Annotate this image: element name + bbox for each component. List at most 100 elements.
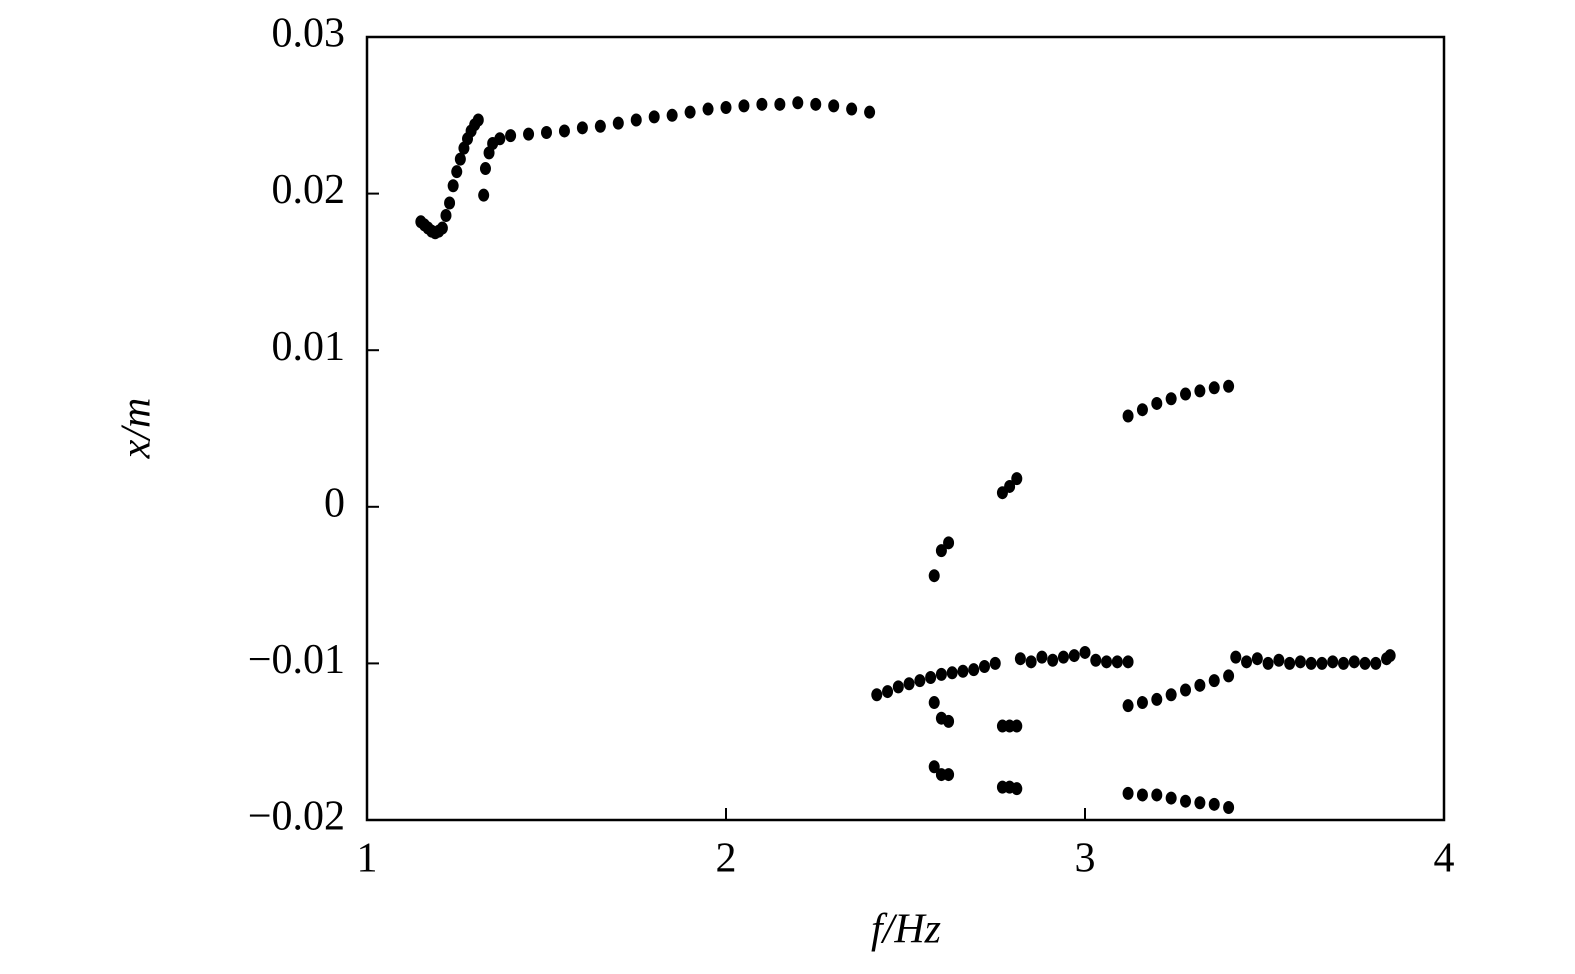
- data-point: [1359, 656, 1371, 670]
- data-point: [1090, 653, 1102, 667]
- data-point: [892, 680, 904, 694]
- data-point: [1122, 786, 1134, 800]
- data-point: [1151, 788, 1163, 802]
- data-point: [792, 96, 804, 110]
- x-tick-label: 1: [357, 836, 378, 882]
- data-point: [1294, 655, 1306, 669]
- y-axis-label: x/m: [114, 398, 160, 460]
- y-tick-label: −0.01: [248, 637, 345, 683]
- data-point: [943, 536, 955, 550]
- x-tick-label: 3: [1075, 836, 1096, 882]
- data-point: [451, 165, 463, 179]
- data-point: [1136, 788, 1148, 802]
- data-point: [1047, 653, 1059, 667]
- data-point: [1370, 656, 1382, 670]
- data-point: [1316, 656, 1328, 670]
- data-point: [1151, 692, 1163, 706]
- plot-frame: [365, 35, 1446, 822]
- data-point: [1194, 678, 1206, 692]
- data-point: [968, 663, 980, 677]
- data-point: [864, 105, 876, 119]
- data-point: [1011, 472, 1023, 486]
- data-point: [541, 126, 552, 140]
- data-point: [1014, 652, 1026, 666]
- data-point: [928, 760, 940, 774]
- data-point: [1079, 645, 1091, 659]
- data-point: [925, 670, 937, 684]
- data-point: [882, 685, 894, 699]
- data-point: [1004, 479, 1016, 493]
- data-point: [946, 666, 958, 680]
- data-point: [648, 110, 660, 124]
- data-point: [1337, 656, 1349, 670]
- data-point: [594, 119, 606, 133]
- y-tick-label: 0.02: [272, 167, 346, 213]
- data-point: [756, 97, 768, 111]
- data-point: [702, 102, 714, 116]
- data-point: [1262, 656, 1274, 670]
- data-point: [523, 127, 535, 141]
- data-point: [943, 768, 955, 782]
- data-point: [871, 688, 883, 702]
- data-point: [1068, 649, 1080, 663]
- data-point: [1180, 387, 1192, 401]
- data-point: [1208, 674, 1220, 688]
- data-point: [914, 674, 926, 688]
- data-point: [903, 677, 915, 691]
- data-point: [1165, 688, 1177, 702]
- data-point: [1384, 649, 1396, 663]
- data-point: [1111, 655, 1123, 669]
- x-tick-label: 4: [1434, 836, 1455, 882]
- data-point: [1036, 650, 1048, 664]
- x-tick-label: 2: [716, 836, 737, 882]
- data-point: [928, 569, 940, 583]
- y-tick-label: 0.03: [272, 11, 346, 57]
- data-point: [472, 113, 484, 127]
- data-point: [989, 656, 1001, 670]
- y-tick-label: 0: [324, 480, 345, 526]
- data-point: [1122, 655, 1134, 669]
- data-point: [1122, 409, 1134, 423]
- data-point: [684, 105, 696, 119]
- data-point: [720, 100, 732, 114]
- data-point: [846, 102, 858, 116]
- x-axis-label: f/Hz: [871, 907, 941, 953]
- data-point: [576, 121, 588, 135]
- data-point: [494, 132, 506, 146]
- data-point: [1194, 796, 1206, 810]
- data-point: [1136, 403, 1148, 417]
- data-point: [630, 113, 642, 127]
- data-point: [1165, 392, 1177, 406]
- data-point: [828, 99, 840, 113]
- y-tick-label: −0.02: [248, 794, 345, 840]
- data-point: [935, 667, 947, 681]
- data-point: [440, 209, 452, 223]
- data-point: [505, 129, 517, 143]
- data-point: [436, 221, 448, 235]
- data-point: [935, 544, 947, 558]
- data-point: [1151, 396, 1163, 410]
- data-point: [478, 188, 490, 202]
- data-point: [978, 660, 990, 674]
- data-point: [1223, 800, 1235, 814]
- data-point: [558, 124, 570, 138]
- data-point: [1011, 719, 1023, 733]
- data-point: [1241, 655, 1253, 669]
- y-tick-label: 0.01: [272, 324, 346, 370]
- data-point: [1025, 655, 1037, 669]
- data-point: [1011, 782, 1023, 796]
- data-point: [1165, 791, 1177, 805]
- data-point: [447, 179, 459, 193]
- data-point: [666, 108, 678, 122]
- data-point: [1284, 656, 1296, 670]
- data-point: [1101, 655, 1113, 669]
- data-point: [1208, 381, 1220, 395]
- data-point: [1194, 384, 1206, 398]
- data-point: [810, 97, 822, 111]
- data-point: [1208, 797, 1220, 811]
- data-point: [1230, 650, 1242, 664]
- data-point: [612, 116, 624, 130]
- data-point: [1122, 699, 1134, 713]
- data-point: [774, 97, 786, 111]
- data-point: [1223, 669, 1235, 683]
